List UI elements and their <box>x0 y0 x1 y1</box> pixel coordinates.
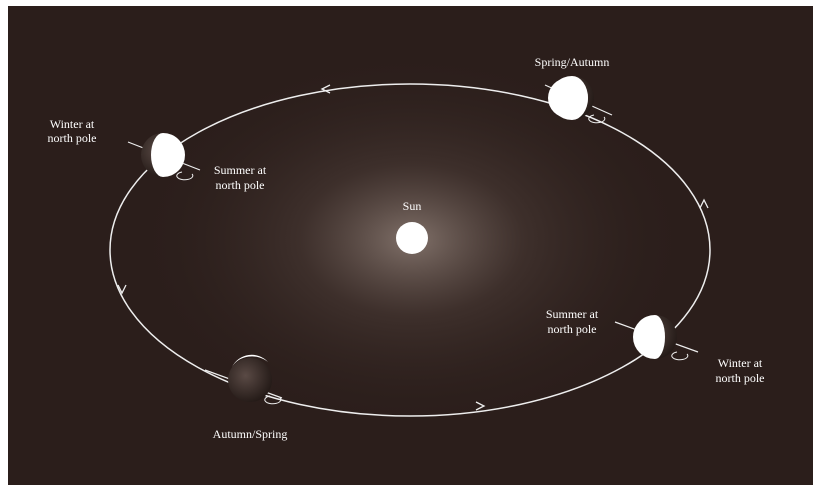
sun <box>396 222 428 254</box>
label: north pole <box>216 178 265 192</box>
label: Winter at <box>50 117 95 131</box>
orbit <box>109 83 711 417</box>
label: north pole <box>716 371 765 385</box>
earth-2 <box>544 76 613 124</box>
earth-1 <box>127 133 201 181</box>
orbit-arrows <box>117 84 709 411</box>
label: Spring/Autumn <box>535 55 610 69</box>
earth-4 <box>204 354 283 405</box>
sun-label: Sun <box>403 199 422 213</box>
earth-3 <box>614 315 699 361</box>
label: north pole <box>48 131 97 145</box>
label: north pole <box>548 322 597 336</box>
label: Winter at <box>718 356 763 370</box>
label: Summer at <box>546 307 599 321</box>
label: Autumn/Spring <box>213 427 288 441</box>
label: Summer at <box>214 163 267 177</box>
